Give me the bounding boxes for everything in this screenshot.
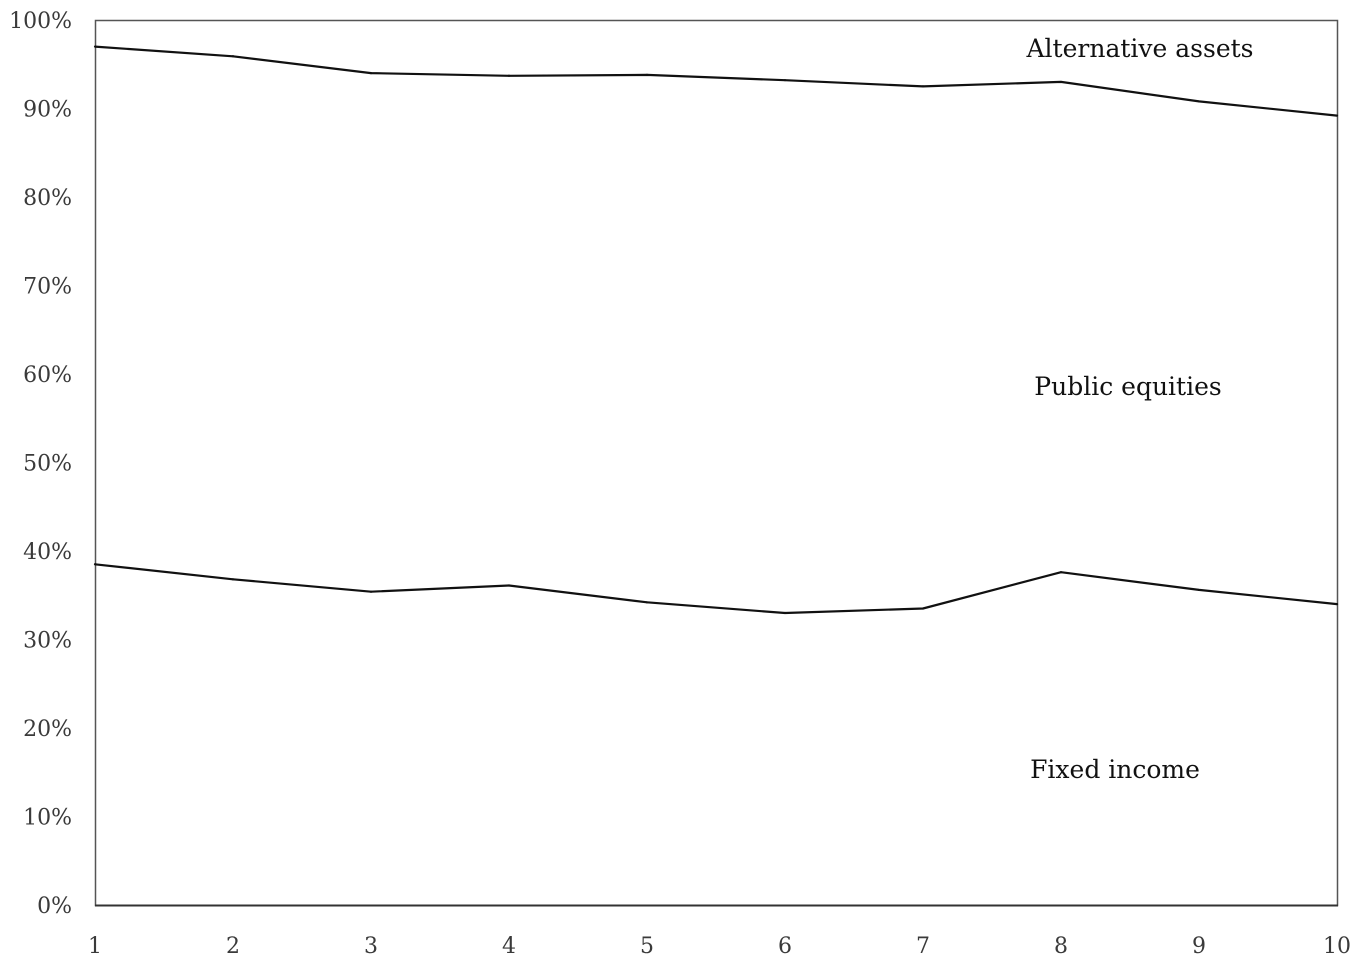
y-tick-label: 80%: [23, 186, 72, 211]
boundary-point: [507, 584, 511, 587]
x-tick-label: 5: [640, 934, 654, 959]
y-tick-label: 30%: [23, 629, 72, 654]
y-tick-label: 50%: [23, 452, 72, 477]
y-tick-label: 10%: [23, 806, 72, 831]
region-label-fixed-income: Fixed income: [1030, 755, 1200, 784]
boundary-point: [783, 611, 787, 615]
x-tick-label: 4: [502, 934, 516, 959]
x-tick-label: 1: [88, 934, 102, 959]
y-tick-label: 90%: [23, 98, 72, 123]
x-tick-label: 10: [1323, 934, 1351, 959]
region-label-public-equities: Public equities: [1034, 372, 1221, 401]
boundary-point: [645, 73, 649, 76]
y-tick-label: 100%: [9, 9, 72, 34]
public-equities-upper-boundary-line: [94, 45, 1338, 117]
boundary-point: [921, 607, 925, 610]
x-tick-label: 8: [1054, 934, 1068, 959]
region-label-alternative-assets: Alternative assets: [1026, 34, 1254, 63]
boundary-point: [1197, 588, 1201, 592]
y-tick-label: 0%: [37, 894, 72, 919]
boundary-point: [93, 563, 97, 566]
fixed-income-upper-boundary-line: [94, 563, 1338, 615]
boundary-point: [507, 74, 511, 77]
x-tick-label: 3: [364, 934, 378, 959]
y-tick-label: 70%: [23, 275, 72, 300]
series-boundaries: [93, 45, 1339, 615]
boundary-point: [1059, 571, 1063, 574]
x-tick-label: 6: [778, 934, 792, 959]
boundary-point: [1059, 80, 1063, 84]
y-tick-label: 20%: [23, 717, 72, 742]
x-axis-ticks: 1 2 3 4 5 6 7 8 9 10: [88, 934, 1351, 959]
boundary-point: [1335, 114, 1339, 117]
boundary-point: [921, 85, 925, 88]
boundary-point: [1335, 603, 1339, 606]
boundary-point: [369, 590, 373, 593]
y-axis-ticks: 0% 10% 20% 30% 40% 50% 60% 70% 80% 90% 100%: [9, 9, 72, 919]
boundary-point: [231, 578, 235, 581]
boundary-point: [231, 55, 235, 58]
x-tick-label: 7: [916, 934, 930, 959]
boundary-point: [1197, 100, 1201, 103]
boundary-point: [645, 601, 649, 604]
x-tick-label: 9: [1192, 934, 1206, 959]
boundary-point: [93, 45, 97, 48]
x-tick-label: 2: [226, 934, 240, 959]
boundary-point: [369, 72, 373, 75]
y-tick-label: 40%: [23, 540, 72, 565]
boundary-point: [783, 79, 787, 82]
y-tick-label: 60%: [23, 363, 72, 388]
